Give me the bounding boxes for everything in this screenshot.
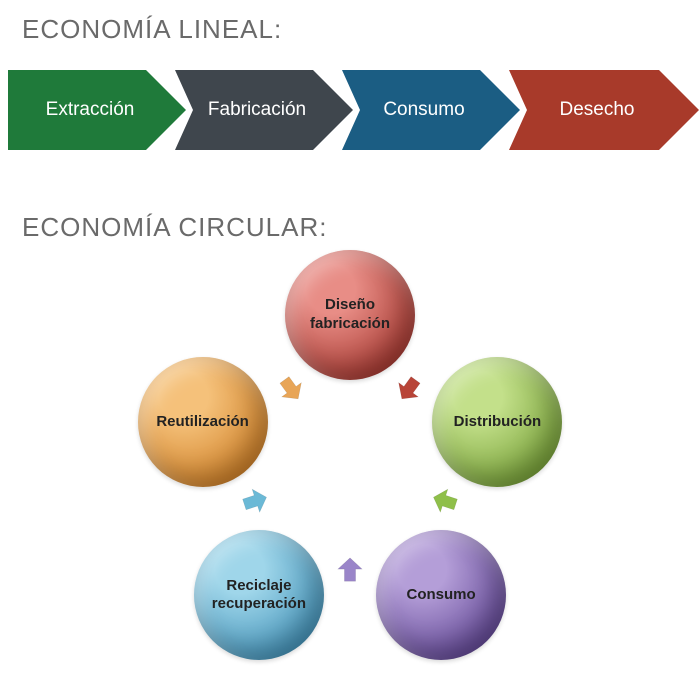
cycle-arrow-icon (272, 370, 311, 409)
linear-arrow-label: Consumo (342, 99, 520, 121)
cycle-arrow-icon (389, 370, 428, 409)
circular-sphere: Diseñofabricación (285, 250, 415, 380)
linear-economy-row: ExtracciónFabricaciónConsumoDesecho (0, 60, 700, 160)
linear-arrow-label: Extracción (8, 99, 186, 121)
circular-sphere: Reutilización (138, 357, 268, 487)
circular-sphere: Consumo (376, 530, 506, 660)
linear-heading: ECONOMÍA LINEAL: (22, 14, 282, 45)
circular-heading: ECONOMÍA CIRCULAR: (22, 212, 328, 243)
sphere-label: Distribución (448, 413, 548, 432)
sphere-label: Diseñofabricación (304, 296, 396, 334)
sphere-label: Consumo (401, 586, 482, 605)
cycle-arrow-icon (336, 556, 364, 584)
linear-arrow-label: Fabricación (175, 99, 353, 121)
cycle-arrow-icon (237, 483, 272, 518)
circular-sphere: Reciclajerecuperación (194, 530, 324, 660)
linear-arrow: Desecho (509, 70, 699, 150)
linear-arrow: Consumo (342, 70, 520, 150)
cycle-arrow-icon (427, 483, 462, 518)
sphere-label: Reciclajerecuperación (206, 577, 312, 615)
circular-economy-diagram: Diseñofabricación Distribución Consumo Reci… (0, 250, 700, 670)
linear-arrow-label: Desecho (509, 99, 699, 121)
sphere-label: Reutilización (150, 413, 255, 432)
linear-arrow: Fabricación (175, 70, 353, 150)
linear-arrow: Extracción (8, 70, 186, 150)
circular-sphere: Distribución (432, 357, 562, 487)
